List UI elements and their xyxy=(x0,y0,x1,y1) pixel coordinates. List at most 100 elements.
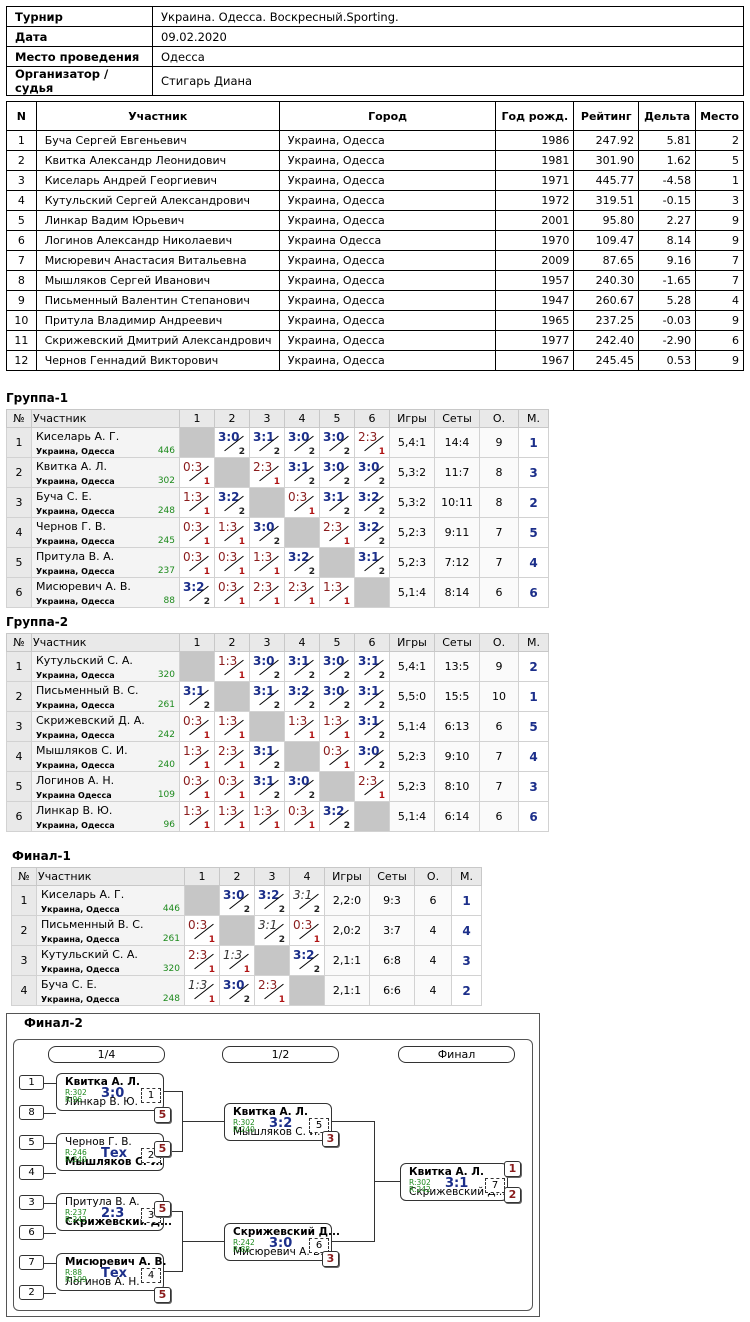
games-cell: 5,2:3 xyxy=(389,547,435,578)
score-cell: 1:3 1 xyxy=(219,945,255,976)
score-value: 3:1 xyxy=(288,654,310,668)
participant-row: 8 Мышляков Сергей Иванович Украина, Одесса… xyxy=(6,270,744,291)
participant-cell: 237.25 xyxy=(573,310,640,331)
group-header: Участник xyxy=(31,633,180,652)
match-rating-2: R:242 xyxy=(409,1185,431,1194)
player-cell: Киселарь А. Г. Украина, Одесса 446 xyxy=(36,885,185,916)
participant-row: 1 Буча Сергей Евгеньевич Украина, Одесса 19… xyxy=(6,130,744,151)
player-city: Украина, Одесса xyxy=(36,671,115,680)
score-points: 1 xyxy=(238,671,245,681)
participant-cell: 242.40 xyxy=(573,330,640,351)
player-rating: 96 xyxy=(163,820,175,830)
place-cell: 3 xyxy=(451,945,482,976)
score-points: 2 xyxy=(273,791,280,801)
match-player-1: Квитка А. Л. xyxy=(65,1076,141,1088)
score-points: 1 xyxy=(273,597,280,607)
sets-cell: 9:3 xyxy=(369,885,415,916)
participant-cell: 1972 xyxy=(495,190,575,211)
score-value: 2:3 xyxy=(188,948,208,962)
seed-box: 4 xyxy=(19,1165,44,1180)
diagonal-cell xyxy=(179,427,215,458)
score-value: 0:3 xyxy=(288,490,308,504)
group-header: О. xyxy=(479,633,519,652)
participant-cell: Украина, Одесса xyxy=(278,150,497,171)
info-value: 09.02.2020 xyxy=(152,26,744,47)
match-number: 4 xyxy=(141,1268,161,1283)
score-value: 0:3 xyxy=(183,714,203,728)
games-cell: 5,5:0 xyxy=(389,681,435,712)
player-city: Украина, Одесса xyxy=(41,965,120,974)
score-points: 1 xyxy=(203,567,210,577)
info-value: Стигарь Диана xyxy=(152,66,744,96)
score-points: 2 xyxy=(343,447,350,457)
participant-cell: Мисюревич Анастасия Витальевна xyxy=(35,250,280,271)
player-name: Чернов Г. В. xyxy=(36,520,106,533)
score-value: 3:2 xyxy=(218,490,240,504)
sets-cell: 6:6 xyxy=(369,975,415,1006)
group-header: М. xyxy=(451,867,482,886)
score-value: 2:3 xyxy=(358,774,378,788)
place-cell: 5 xyxy=(518,517,549,548)
place-cell: 1 xyxy=(518,427,549,458)
score-cell: 3:1 2 xyxy=(289,885,325,916)
score-points: 1 xyxy=(378,791,385,801)
info-key: Дата xyxy=(6,26,153,47)
score-points: 2 xyxy=(278,935,285,945)
score-value: 3:1 xyxy=(323,490,345,504)
participant-cell: Украина, Одесса xyxy=(278,350,497,371)
player-name: Квитка А. Л. xyxy=(36,460,108,473)
group-row: 5 Логинов А. Н. Украина Одесса 109 0:3 1 0:3 1 3… xyxy=(6,771,549,802)
participant-cell: 1977 xyxy=(495,330,575,351)
player-cell: Квитка А. Л. Украина, Одесса 302 xyxy=(31,457,180,488)
score-value: 1:3 xyxy=(218,714,238,728)
sets-cell: 8:14 xyxy=(434,577,480,608)
score-cell: 3:0 2 xyxy=(219,975,255,1006)
points-cell: 6 xyxy=(479,577,519,608)
player-city: Украина, Одесса xyxy=(36,447,115,456)
score-points: 2 xyxy=(343,477,350,487)
match-rating-2: R:88 xyxy=(233,1245,251,1254)
place-badge: 5 xyxy=(154,1201,171,1217)
participant-row: 11 Скрижевский Дмитрий Александрович Украи… xyxy=(6,330,744,351)
score-cell: 0:3 1 xyxy=(284,801,320,832)
bracket-line xyxy=(164,1211,182,1212)
match-player-1: Квитка А. Л. xyxy=(409,1166,485,1178)
group-header: 4 xyxy=(289,867,325,886)
participant-cell: 1947 xyxy=(495,290,575,311)
group-header: 5 xyxy=(319,633,355,652)
player-rating: 446 xyxy=(157,446,175,456)
participant-row: 6 Логинов Александр Николаевич Украина Оде… xyxy=(6,230,744,251)
score-cell: 1:3 1 xyxy=(214,801,250,832)
group-header: 5 xyxy=(319,409,355,428)
score-cell: 3:1 2 xyxy=(319,487,355,518)
player-cell: Письменный В. С. Украина, Одесса 261 xyxy=(31,681,180,712)
score-cell: 1:3 1 xyxy=(179,487,215,518)
participant-cell: 1965 xyxy=(495,310,575,331)
group-header: 1 xyxy=(184,867,220,886)
player-cell: Киселарь А. Г. Украина, Одесса 446 xyxy=(31,427,180,458)
match-rating-1: R:237 xyxy=(65,1208,87,1217)
score-value: 0:3 xyxy=(183,520,203,534)
participant-cell: 0.53 xyxy=(638,350,697,371)
score-value: 1:3 xyxy=(323,714,343,728)
player-cell: Чернов Г. В. Украина, Одесса 245 xyxy=(31,517,180,548)
score-points: 2 xyxy=(273,671,280,681)
player-city: Украина, Одесса xyxy=(36,821,115,830)
games-cell: 2,1:1 xyxy=(324,945,370,976)
score-cell: 1:3 1 xyxy=(284,711,320,742)
score-value: 3:0 xyxy=(223,978,245,992)
score-points: 2 xyxy=(343,507,350,517)
group-row: 2 Письменный В. С. Украина, Одесса 261 0:3 1 3… xyxy=(11,915,482,946)
info-value: Одесса xyxy=(152,46,744,67)
score-points: 2 xyxy=(278,905,285,915)
group-row: 6 Мисюревич А. В. Украина, Одесса 88 3:2 2 0:3… xyxy=(6,577,549,608)
player-city: Украина, Одесса xyxy=(36,507,115,516)
bracket-line xyxy=(182,1241,224,1242)
score-cell: 3:0 2 xyxy=(319,681,355,712)
score-points: 1 xyxy=(278,995,285,1005)
place-cell: 6 xyxy=(518,577,549,608)
player-name: Логинов А. Н. xyxy=(36,774,115,787)
score-cell: 3:1 2 xyxy=(179,681,215,712)
score-points: 1 xyxy=(308,597,315,607)
participant-cell: 1 xyxy=(695,170,744,191)
